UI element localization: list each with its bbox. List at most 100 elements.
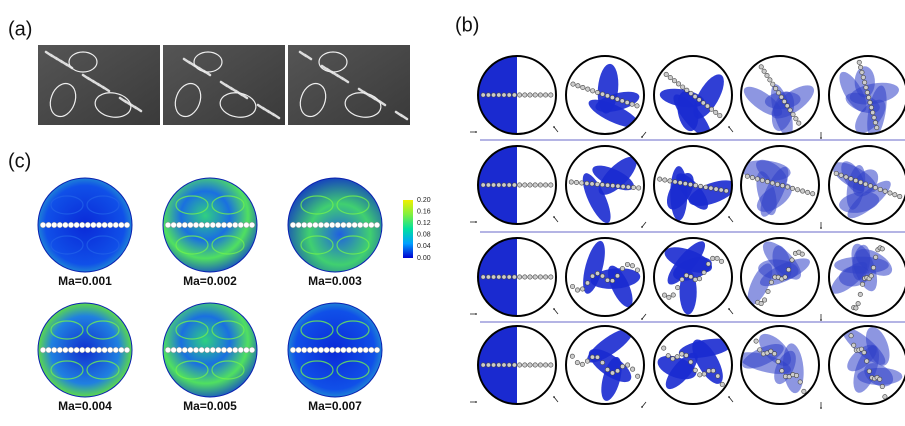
bead — [57, 347, 63, 353]
bead — [697, 277, 701, 281]
bead — [324, 347, 330, 353]
bead — [869, 105, 873, 109]
bead — [85, 222, 91, 228]
arrow-head — [820, 319, 822, 321]
case-label: Ma=0.001 — [58, 274, 112, 288]
bead — [768, 78, 772, 82]
bead — [590, 355, 594, 359]
bead — [576, 84, 580, 88]
bead — [689, 91, 693, 95]
bead — [590, 89, 594, 93]
bead — [770, 181, 774, 185]
bead — [863, 182, 867, 186]
bead — [85, 347, 91, 353]
arrow — [554, 309, 558, 314]
bead — [74, 222, 80, 228]
bead — [523, 363, 527, 367]
bead — [507, 275, 511, 279]
bead — [883, 395, 887, 399]
bead — [244, 347, 250, 353]
bead — [621, 184, 625, 188]
bead — [549, 183, 553, 187]
bead — [119, 347, 125, 353]
bead — [210, 222, 216, 228]
arrow-head — [553, 396, 555, 398]
bead — [528, 93, 532, 97]
bead — [600, 92, 604, 96]
bead — [580, 362, 584, 366]
bead — [883, 189, 887, 193]
bead — [701, 101, 705, 105]
bead — [124, 222, 130, 228]
panel-b — [470, 56, 905, 409]
panel-a — [38, 45, 410, 125]
bead — [620, 364, 624, 368]
bead — [786, 267, 790, 271]
bead — [46, 222, 52, 228]
bead — [329, 347, 335, 353]
bead — [517, 275, 521, 279]
bead — [858, 65, 862, 69]
arrow-head — [553, 126, 555, 128]
bead — [517, 363, 521, 367]
arrow — [642, 222, 646, 227]
bead — [872, 115, 876, 119]
bead — [182, 222, 188, 228]
bead — [839, 173, 843, 177]
bead — [856, 301, 860, 305]
bead — [374, 347, 380, 353]
bead — [790, 258, 794, 262]
bead — [800, 252, 804, 256]
bead — [574, 180, 578, 184]
bead — [868, 100, 872, 104]
bead — [363, 347, 369, 353]
case-label: Ma=0.003 — [308, 274, 362, 288]
bead — [102, 347, 108, 353]
bead — [858, 292, 862, 296]
bead — [707, 369, 711, 373]
bead — [765, 179, 769, 183]
bead — [188, 222, 194, 228]
bead — [502, 275, 506, 279]
bead — [481, 275, 485, 279]
bead — [221, 347, 227, 353]
bead — [693, 94, 697, 98]
bead — [57, 222, 63, 228]
arrow-head — [475, 401, 477, 403]
bead — [600, 183, 604, 187]
bead — [667, 295, 671, 299]
bead — [802, 389, 806, 393]
bead — [754, 339, 758, 343]
bead — [176, 222, 182, 228]
bead — [705, 104, 709, 108]
bead — [335, 222, 341, 228]
bead — [810, 192, 814, 196]
bead — [586, 87, 590, 91]
arrow — [554, 217, 558, 222]
bead — [549, 363, 553, 367]
bead — [357, 222, 363, 228]
bead — [709, 186, 713, 190]
snapshot — [641, 56, 732, 142]
arrow-head — [475, 313, 477, 315]
bead — [502, 183, 506, 187]
bead — [611, 183, 615, 187]
snapshot — [470, 238, 556, 316]
bead — [369, 347, 375, 353]
bead — [491, 93, 495, 97]
bead — [862, 350, 866, 354]
bead — [585, 281, 589, 285]
bead — [844, 175, 848, 179]
bead — [702, 372, 706, 376]
bead — [533, 363, 537, 367]
arrow-head — [641, 226, 643, 228]
bead — [512, 275, 516, 279]
bead — [630, 264, 634, 268]
bead — [238, 222, 244, 228]
bead — [663, 178, 667, 182]
snapshot — [728, 326, 819, 404]
bead — [165, 222, 171, 228]
arrow-head — [641, 136, 643, 138]
bead — [766, 289, 770, 293]
colorbar-tick-label: 0.12 — [417, 220, 431, 227]
